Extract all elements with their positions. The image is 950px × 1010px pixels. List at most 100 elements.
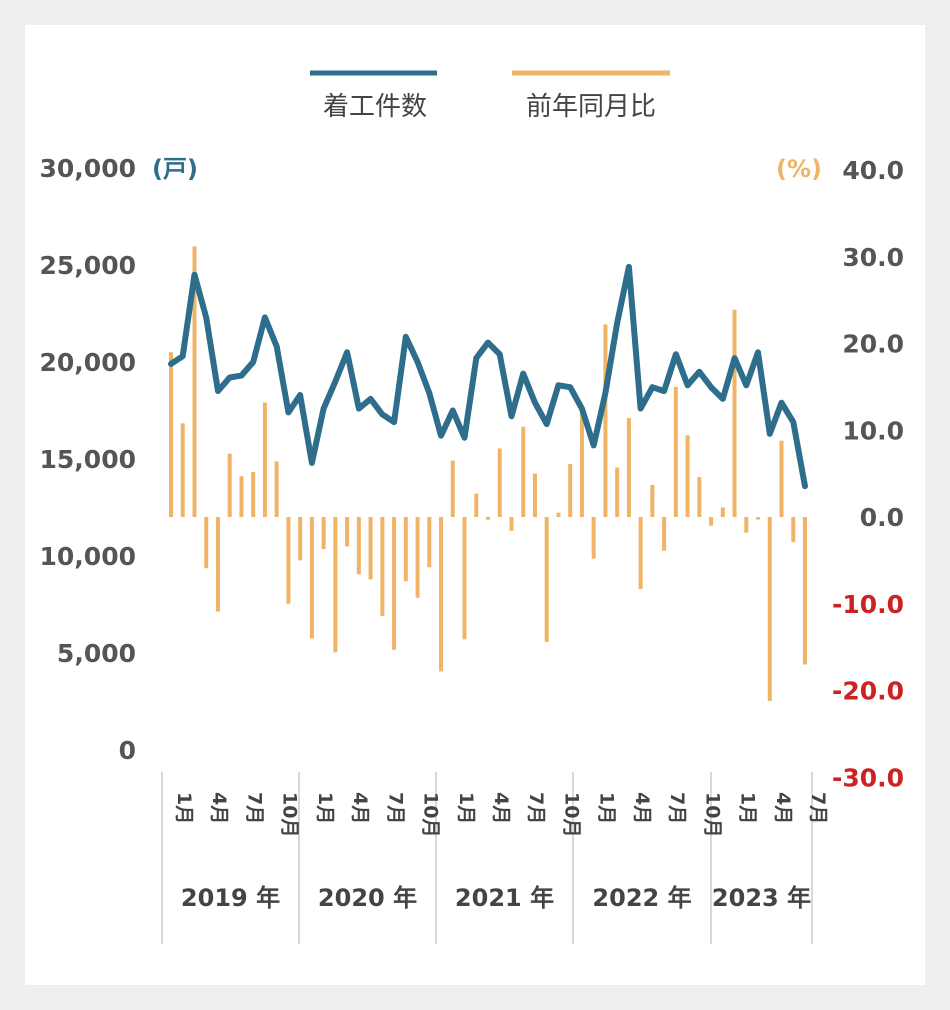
bar <box>779 440 784 517</box>
bar-series <box>169 246 807 701</box>
bar <box>709 517 714 526</box>
x-axis: 1月 4月 7月 10月 2019 年 1月 4月 7月 10月 2020 年 1月 4月 7月 10月 2… <box>161 772 829 944</box>
bar <box>521 426 526 517</box>
year-label: 2019 年 <box>181 884 280 912</box>
bar <box>697 477 702 517</box>
year-label: 2022 年 <box>592 884 691 912</box>
bar <box>803 517 807 665</box>
month-label: 7月 <box>243 792 265 824</box>
bar <box>239 476 244 517</box>
legend-label: 着工件数 <box>323 92 427 122</box>
bar <box>486 517 490 520</box>
bar <box>169 352 173 517</box>
bar <box>309 517 314 639</box>
bar <box>556 512 561 517</box>
bar <box>204 517 209 569</box>
bar <box>345 517 350 547</box>
month-label: 7月 <box>525 792 547 824</box>
bar <box>380 517 385 616</box>
legend: 着工件数 前年同月比 <box>310 70 670 122</box>
bar <box>368 517 373 580</box>
month-label: 7月 <box>666 792 688 824</box>
left-tick-label: 15,000 <box>40 445 136 474</box>
right-tick-label: -10.0 <box>832 590 904 619</box>
month-label: 4月 <box>772 792 794 824</box>
bar <box>767 517 772 701</box>
bar <box>685 435 690 517</box>
bar <box>603 324 608 517</box>
left-tick-label: 0 <box>119 736 136 765</box>
bar <box>286 517 291 604</box>
legend-label: 前年同月比 <box>526 92 656 122</box>
left-tick-label: 10,000 <box>40 542 136 571</box>
month-label: 4月 <box>631 792 653 824</box>
bar <box>791 517 796 543</box>
bar <box>662 517 667 551</box>
bar <box>180 423 185 517</box>
bar <box>321 517 326 550</box>
bar <box>591 517 596 559</box>
line-path <box>168 263 808 490</box>
bar <box>756 517 761 520</box>
bar <box>262 402 267 517</box>
bar <box>615 467 620 517</box>
bar <box>638 517 643 590</box>
bar <box>298 517 303 561</box>
month-label: 10月 <box>701 792 723 837</box>
bar <box>415 517 420 598</box>
bar <box>509 517 514 531</box>
year-label: 2023 年 <box>712 884 811 912</box>
month-label: 4月 <box>208 792 230 824</box>
combo-chart: 着工件数 前年同月比 30,000 25,000 20,000 15,000 10,000… <box>40 70 904 944</box>
bar <box>673 386 678 517</box>
bar <box>215 517 220 612</box>
bar <box>579 410 584 517</box>
bar <box>532 473 537 517</box>
left-axis-unit: (戸) <box>152 155 198 183</box>
month-label: 10月 <box>279 792 301 837</box>
right-tick-label: 20.0 <box>842 330 904 359</box>
bar <box>744 517 749 533</box>
bar <box>227 453 232 517</box>
right-tick-label: 10.0 <box>842 416 904 445</box>
line-series <box>168 263 808 490</box>
bar <box>450 460 455 517</box>
month-label: 10月 <box>420 792 442 837</box>
bar <box>333 517 338 653</box>
right-tick-label: 0.0 <box>860 503 904 532</box>
bar <box>251 471 256 517</box>
month-label: 1月 <box>737 792 759 824</box>
bar <box>427 517 432 568</box>
bar <box>720 507 725 517</box>
year-label: 2020 年 <box>318 884 417 912</box>
bar <box>732 309 737 517</box>
left-tick-label: 30,000 <box>40 154 136 183</box>
bar <box>439 517 444 672</box>
chart-card: 着工件数 前年同月比 30,000 25,000 20,000 15,000 10,000… <box>25 25 925 985</box>
left-tick-label: 5,000 <box>57 639 136 668</box>
bar <box>497 448 502 517</box>
right-axis-unit: (%) <box>776 155 822 183</box>
bar <box>403 517 408 582</box>
month-label: 1月 <box>314 792 336 824</box>
month-label: 4月 <box>490 792 512 824</box>
bar <box>392 517 397 650</box>
bar <box>192 246 197 517</box>
month-label: 10月 <box>560 792 582 837</box>
right-tick-label: -30.0 <box>832 763 904 792</box>
bar <box>356 517 361 575</box>
bar <box>274 461 279 517</box>
left-tick-label: 20,000 <box>40 348 136 377</box>
month-label: 7月 <box>807 792 829 824</box>
year-label: 2021 年 <box>455 884 554 912</box>
bar <box>626 418 631 517</box>
bar <box>568 464 573 517</box>
month-label: 1月 <box>173 792 195 824</box>
bar <box>474 493 479 517</box>
left-axis: 30,000 25,000 20,000 15,000 10,000 5,000 0 (戸) <box>40 154 198 765</box>
month-label: 7月 <box>384 792 406 824</box>
month-label: 1月 <box>596 792 618 824</box>
right-tick-label: -20.0 <box>832 677 904 706</box>
bar <box>462 517 467 640</box>
bar <box>650 484 655 517</box>
